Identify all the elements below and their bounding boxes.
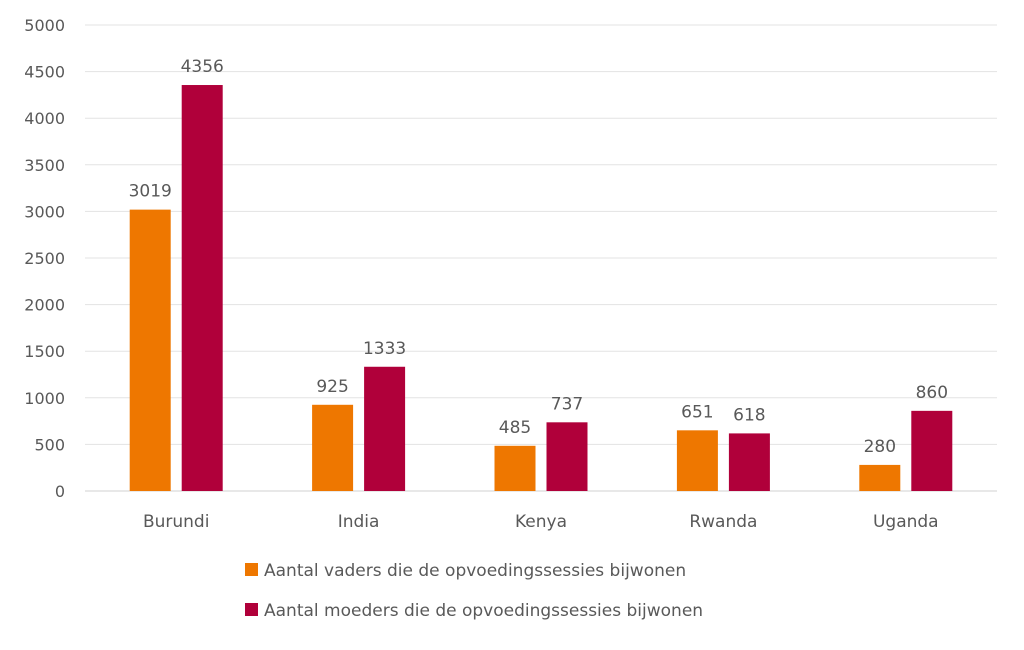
y-tick-label: 5000 (24, 16, 65, 35)
data-label: 3019 (129, 182, 172, 202)
data-label: 618 (733, 405, 765, 425)
x-tick-label: India (338, 512, 380, 532)
y-tick-label: 3500 (24, 156, 65, 175)
bar (494, 445, 536, 491)
y-tick-label: 2500 (24, 249, 65, 268)
data-label: 860 (916, 383, 948, 403)
bar (676, 430, 718, 491)
legend-label: Aantal moeders die de opvoedingssessies … (264, 601, 703, 621)
bar (181, 85, 223, 491)
x-tick-label: Kenya (515, 512, 567, 532)
x-tick-label: Uganda (873, 512, 939, 532)
data-label: 737 (551, 394, 583, 414)
y-tick-label: 3000 (24, 202, 65, 221)
y-tick-label: 2000 (24, 296, 65, 315)
y-tick-label: 500 (34, 435, 65, 454)
y-tick-label: 1500 (24, 342, 65, 361)
bar (364, 366, 406, 491)
bar (728, 433, 770, 491)
bar (859, 464, 901, 491)
data-label: 280 (864, 437, 896, 457)
y-tick-label: 4000 (24, 109, 65, 128)
bar (911, 410, 953, 491)
data-label: 1333 (363, 339, 406, 359)
bar (312, 404, 354, 491)
legend-swatch (245, 563, 258, 576)
legend-label: Aantal vaders die de opvoedingssessies b… (264, 561, 686, 581)
data-label: 485 (499, 418, 531, 438)
y-tick-label: 4500 (24, 63, 65, 82)
y-tick-label: 1000 (24, 389, 65, 408)
legend-swatch (245, 603, 258, 616)
bar (129, 209, 171, 491)
data-label: 925 (316, 377, 348, 397)
data-label: 651 (681, 402, 713, 422)
bar (546, 422, 588, 491)
data-label: 4356 (181, 57, 224, 77)
x-tick-label: Rwanda (689, 512, 757, 532)
x-tick-label: Burundi (143, 512, 210, 532)
y-tick-label: 0 (55, 482, 65, 501)
